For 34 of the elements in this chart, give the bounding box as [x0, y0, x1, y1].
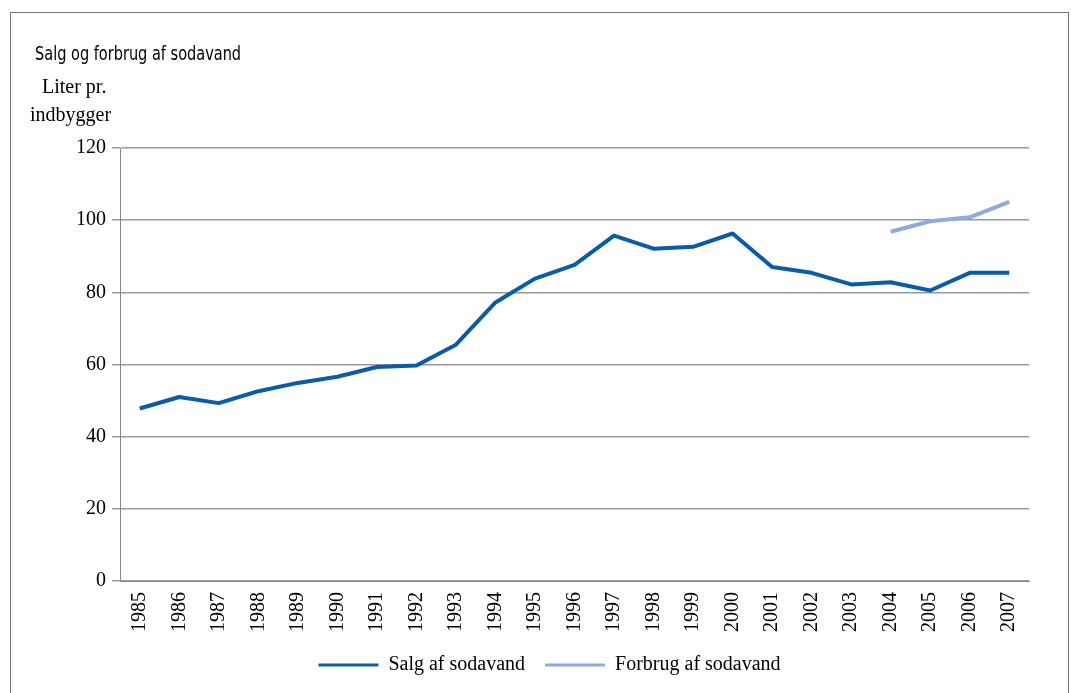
x-tick-label: 1999 — [680, 592, 703, 632]
x-tick-label: 2001 — [759, 592, 782, 632]
legend-label: Forbrug af sodavand — [615, 652, 781, 676]
x-tick-label: 1996 — [561, 592, 584, 632]
x-tick-label: 1990 — [324, 592, 347, 632]
y-tick-label: 80 — [86, 279, 106, 302]
x-tick-label: 2007 — [996, 592, 1019, 632]
x-tick-label: 1992 — [403, 592, 426, 632]
chart-title: Salg og forbrug af sodavand — [35, 42, 242, 64]
x-tick-label: 2000 — [719, 592, 742, 632]
x-tick-label: 1997 — [601, 592, 624, 632]
x-tick-label: 2005 — [917, 592, 940, 632]
x-tick-label: 2006 — [956, 592, 979, 632]
x-tick-label: 1991 — [364, 592, 387, 632]
y-axis-title: Liter pr. indbygger — [30, 74, 113, 128]
x-tick-label: 1986 — [166, 592, 189, 632]
x-tick-label: 1989 — [285, 592, 308, 632]
x-tick-label: 1987 — [206, 592, 229, 632]
y-tick-label: 40 — [86, 423, 106, 446]
legend-label: Salg af sodavand — [388, 652, 526, 676]
x-tick-label: 1998 — [640, 592, 663, 632]
x-tick-label: 2003 — [838, 592, 861, 632]
x-tick-label: 1994 — [482, 592, 505, 632]
x-tick-label: 1993 — [443, 592, 466, 632]
x-tick-label: 2004 — [877, 592, 900, 632]
y-tick-label: 120 — [76, 135, 106, 158]
x-tick-label: 1985 — [127, 592, 150, 632]
y-tick-label: 60 — [86, 351, 106, 374]
x-tick-label: 1988 — [245, 592, 268, 632]
y-tick-label: 20 — [86, 496, 106, 519]
x-tick-label: 2002 — [798, 592, 821, 632]
y-tick-label: 100 — [76, 207, 106, 230]
y-tick-label: 0 — [96, 568, 106, 591]
x-tick-label: 1995 — [522, 592, 545, 632]
